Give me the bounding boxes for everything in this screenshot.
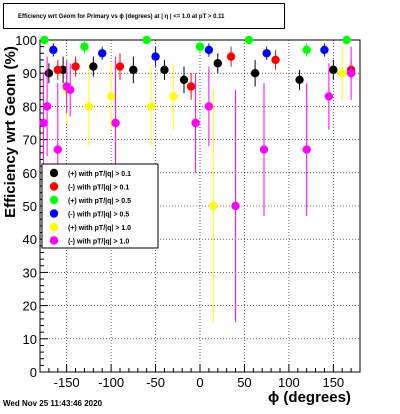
data-point [204,45,214,55]
y-tick-label: 90 [23,66,37,81]
legend-marker [49,222,59,232]
data-point [111,118,120,128]
x-tick-label: -100 [98,375,124,390]
legend-marker [49,236,59,245]
data-point [302,45,311,55]
legend-marker [49,195,59,205]
y-tick-label: 30 [23,265,37,280]
data-point [106,92,116,101]
data-point [44,69,54,78]
data-point [324,92,334,101]
legend-marker [49,182,59,191]
y-tick-label: 80 [23,99,37,114]
data-point [39,118,48,128]
data-point [129,65,138,75]
data-point [209,201,218,211]
series-group [40,35,351,57]
data-point [53,145,62,154]
data-point [40,35,49,45]
data-point [213,59,222,68]
legend-label: (+) with pT/|q| > 1.0 [68,225,131,232]
data-point [80,42,89,51]
data-point [179,75,189,85]
data-point [191,118,200,128]
data-point [186,82,196,91]
data-point [66,85,75,95]
legend-box [41,163,159,249]
series-group [62,46,347,323]
data-point [231,201,240,211]
data-point [302,145,311,154]
y-tick-label: 60 [23,166,37,181]
series-group [49,43,329,67]
legend-label: (+) with pT/|q| > 0.1 [68,171,131,178]
data-point [160,65,169,75]
series-group [39,46,356,323]
data-point [342,35,351,45]
data-point [169,92,178,101]
data-point [244,35,254,45]
series-group [53,46,356,100]
x-tick-label: -50 [146,375,165,390]
data-point [250,69,260,78]
data-point [271,55,280,65]
data-point [84,102,94,111]
data-point [262,49,271,58]
data-point [338,69,347,78]
data-point [226,52,236,61]
legend-label: (+) with pT/|q| > 0.5 [68,198,131,205]
y-tick-label: 50 [23,199,37,214]
legend-marker [49,168,59,178]
legend-label: (-) with pT/|q| > 1.0 [68,239,129,246]
x-tick-label: -150 [54,375,80,390]
y-tick-label: 0 [30,365,37,380]
data-point [49,45,58,55]
data-point [195,42,205,51]
legend-marker [49,209,59,218]
legend-label: (-) with pT/|q| > 0.1 [68,185,129,192]
data-point [295,75,304,85]
data-point [115,62,125,71]
legend-label: (-) with pT/|q| > 0.5 [68,212,129,219]
x-axis-label: ϕ (degrees) [268,389,351,406]
x-tick-label: 50 [237,375,251,390]
timestamp: Wed Nov 25 11:43:46 2020 [3,399,103,408]
data-point [89,62,98,71]
y-tick-label: 20 [23,299,37,314]
data-point [346,69,356,78]
data-point [71,62,80,71]
data-point [146,102,156,111]
legend: (+) with pT/|q| > 0.1 (-) with pT/|q| > 0… [41,163,159,249]
x-tick-label: 0 [196,375,203,390]
data-point [151,52,160,61]
y-axis-label: Efficiency wrt Geom (%) [2,46,19,218]
data-point [204,102,214,111]
chart-title: Efficiency wrt Geom for Primary vs ϕ (de… [3,3,285,29]
data-point [98,49,107,58]
data-point [329,65,338,75]
x-tick-label: 100 [278,375,300,390]
y-tick-label: 40 [23,232,37,247]
data-point [320,45,329,55]
y-tick-label: 100 [15,33,37,48]
y-tick-label: 70 [23,133,37,148]
x-tick-label: 150 [322,375,344,390]
data-point [142,35,151,45]
data-point [42,102,52,111]
y-tick-label: 10 [23,332,37,347]
data-point [259,145,269,154]
data-point [53,65,62,75]
